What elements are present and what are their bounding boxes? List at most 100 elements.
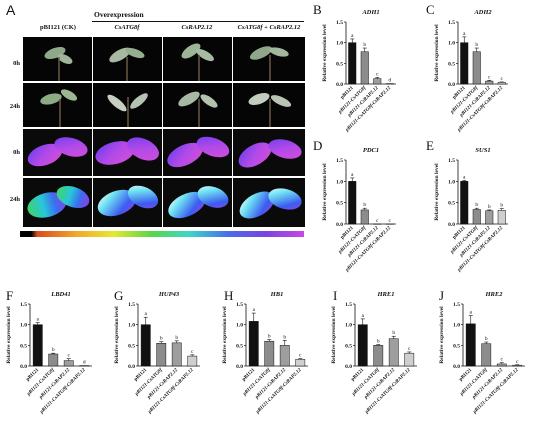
overexpression-bracket [92, 21, 304, 22]
bar [279, 345, 290, 367]
significance-letter: b [488, 204, 491, 210]
chart-title: HUP43 [158, 291, 180, 298]
significance-letter: a [37, 317, 40, 323]
chart-title: ADH2 [473, 9, 492, 16]
significance-letter: c [389, 218, 392, 224]
column-label-rap212: CsRAP2.12 [181, 24, 213, 31]
y-axis-label: Relative expression level [434, 24, 440, 82]
y-tick-label: 0.0 [236, 364, 243, 370]
panel-a-letter: A [6, 2, 16, 18]
y-axis-label: Relative expression level [114, 306, 120, 364]
significance-letter: c [501, 357, 504, 363]
bar [156, 343, 167, 367]
bar [264, 340, 275, 367]
bar [63, 360, 74, 367]
bar [460, 181, 469, 225]
y-tick-label: 0.0 [336, 82, 343, 88]
row-label-0h-a: 0h [13, 60, 20, 67]
y-tick-label: 0.0 [128, 364, 135, 370]
significance-letter: b [377, 339, 380, 345]
chart-title: LBD41 [50, 291, 71, 298]
chart-B: B ADH1 Relative expression level 0.0 0.5 1.0 1… [313, 2, 396, 134]
bar [140, 324, 151, 367]
bar [171, 342, 182, 367]
bar [497, 210, 506, 225]
significance-letter: b [500, 203, 503, 209]
significance-letter: a [463, 174, 466, 180]
y-tick-label: 0.5 [448, 61, 455, 67]
bar [357, 324, 368, 367]
panel-letter: I [333, 288, 337, 303]
bar [48, 353, 59, 367]
bar [388, 338, 399, 367]
y-tick-label: 0.5 [448, 201, 455, 207]
bar [472, 51, 481, 85]
y-tick-label: 0.0 [448, 222, 455, 228]
chart-F: F LBD41 Relative expression level 0.0 0.5 1.0… [6, 288, 92, 416]
significance-letter: b [268, 334, 271, 340]
panel-letter: D [313, 138, 322, 153]
bar [496, 363, 507, 367]
significance-letter: c [376, 71, 379, 77]
seedling-photo-grid [23, 37, 305, 227]
y-tick-label: 0.5 [128, 343, 135, 349]
column-label-combo: CsATG8f + CsRAP2.12 [237, 24, 301, 31]
bar [32, 324, 43, 367]
y-tick-label: 1.5 [448, 20, 455, 26]
bar [485, 80, 494, 85]
y-tick-label: 1.5 [336, 158, 343, 164]
y-tick-label: 0.5 [453, 343, 460, 349]
significance-letter: b [160, 336, 163, 342]
significance-letter: a [362, 313, 365, 319]
y-axis-label: Relative expression level [439, 306, 445, 364]
y-tick-label: 1.0 [128, 323, 135, 329]
y-tick-label: 1.0 [336, 41, 343, 47]
photo-row-24h [23, 83, 305, 127]
y-tick-label: 1.5 [336, 20, 343, 26]
bar [295, 359, 306, 367]
y-tick-label: 0.5 [336, 61, 343, 67]
bar [373, 345, 384, 367]
significance-letter: b [475, 42, 478, 48]
panel-letter: H [224, 288, 233, 303]
bar [497, 82, 506, 85]
significance-letter: a [351, 33, 354, 39]
y-tick-label: 1.0 [345, 323, 352, 329]
bar [481, 343, 492, 367]
significance-letter: b [475, 202, 478, 208]
bar [248, 321, 259, 367]
significance-letter: a [351, 172, 354, 178]
bar [187, 355, 198, 367]
chart-title: HRE2 [485, 291, 504, 298]
significance-letter: c [299, 353, 302, 359]
significance-letter: b [283, 334, 286, 340]
bar [373, 78, 382, 85]
chart-title: HB1 [270, 291, 284, 298]
significance-letter: a [253, 307, 256, 313]
bar [360, 51, 369, 85]
significance-letter: b [485, 336, 488, 342]
y-tick-label: 1.0 [448, 179, 455, 185]
panel-letter: E [426, 138, 434, 153]
x-tick-label: pBI121 [459, 368, 474, 383]
bar [348, 42, 357, 85]
panel-letter: G [114, 288, 123, 303]
y-tick-label: 1.0 [453, 323, 460, 329]
y-tick-label: 1.5 [236, 302, 243, 308]
panel-letter: C [426, 2, 435, 17]
y-axis-label: Relative expression level [6, 306, 12, 364]
chart-J: J HRE2 Relative expression level 0.0 0.5 1.0 1… [439, 288, 525, 416]
x-tick-label: pBI121 [26, 368, 41, 383]
chart-D: D PDC1 Relative expression level 0.0 0.5 1.0 1… [313, 138, 396, 274]
y-tick-label: 0.0 [453, 364, 460, 370]
chart-H: H HB1 Relative expression level 0.0 0.5 1.0 1.… [222, 288, 308, 416]
panel-letter: B [313, 2, 322, 17]
y-tick-label: 1.5 [20, 302, 27, 308]
photo-row-0h [23, 37, 305, 81]
bar [360, 209, 369, 225]
bar [512, 364, 523, 367]
significance-letter: b [363, 42, 366, 48]
bar [465, 323, 476, 367]
overexpression-label: Overexpression [94, 10, 144, 19]
y-axis-label: Relative expression level [322, 163, 328, 221]
